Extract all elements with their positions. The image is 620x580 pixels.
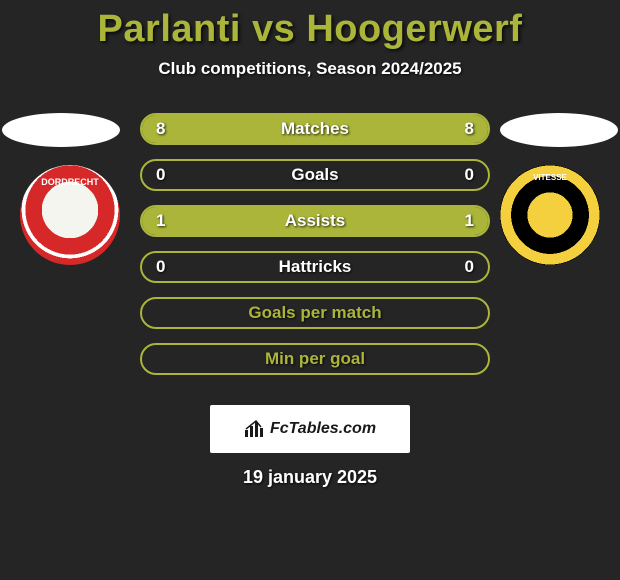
stats-container: 8Matches80Goals01Assists10Hattricks0Goal… (140, 113, 490, 389)
crest-label-left: DORDRECHT (41, 177, 99, 187)
crest-label-right: VITESSE (533, 173, 567, 182)
stat-label: Min per goal (142, 349, 488, 369)
stat-label: Goals (142, 165, 488, 185)
player-oval-right (500, 113, 618, 147)
stat-row: 0Goals0 (140, 159, 490, 191)
player-oval-left (2, 113, 120, 147)
stat-label: Assists (142, 211, 488, 231)
stat-row: 0Hattricks0 (140, 251, 490, 283)
watermark-badge: FcTables.com (210, 405, 410, 453)
team-crest-left: DORDRECHT (20, 165, 120, 265)
stat-value-right: 8 (454, 119, 474, 139)
stat-row: Min per goal (140, 343, 490, 375)
watermark-text: FcTables.com (270, 420, 376, 438)
stat-label: Hattricks (142, 257, 488, 277)
date-text: 19 january 2025 (0, 467, 620, 488)
page-title: Parlanti vs Hoogerwerf (0, 0, 620, 51)
page-subtitle: Club competitions, Season 2024/2025 (0, 59, 620, 79)
stat-row: 8Matches8 (140, 113, 490, 145)
chart-icon (244, 420, 264, 438)
stat-row: 1Assists1 (140, 205, 490, 237)
stat-value-right: 0 (454, 165, 474, 185)
team-crest-right: VITESSE (500, 165, 600, 265)
stat-label: Matches (142, 119, 488, 139)
stat-label: Goals per match (142, 303, 488, 323)
stat-row: Goals per match (140, 297, 490, 329)
stat-value-right: 0 (454, 257, 474, 277)
stat-value-right: 1 (454, 211, 474, 231)
comparison-area: DORDRECHT VITESSE 8Matches80Goals01Assis… (0, 103, 620, 393)
